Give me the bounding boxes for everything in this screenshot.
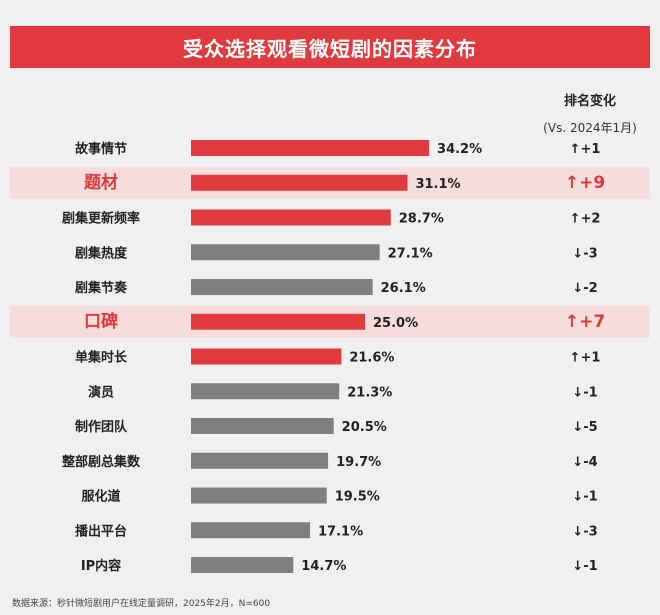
category-label: 剧集更新频率 xyxy=(62,211,140,227)
category-label: IP内容 xyxy=(81,558,121,574)
bar xyxy=(191,279,373,295)
value-label: 34.2% xyxy=(437,142,482,157)
bar xyxy=(191,174,408,191)
bar xyxy=(191,244,380,261)
value-label: 21.3% xyxy=(347,385,392,400)
bar xyxy=(191,209,391,226)
rank-change-label: ↑+1 xyxy=(570,142,601,157)
category-label: 题材 xyxy=(84,172,118,193)
rank-change-label: ↓-2 xyxy=(572,281,597,296)
source-note: 数据来源：秒针微短剧用户在线定量调研，2025年2月，N=600 xyxy=(12,599,271,609)
value-label: 20.5% xyxy=(342,420,387,435)
value-label: 25.0% xyxy=(373,316,418,331)
category-label: 剧集节奏 xyxy=(75,280,128,296)
rank-change-label: ↑+7 xyxy=(565,312,605,332)
value-label: 14.7% xyxy=(301,559,346,574)
category-label: 故事情节 xyxy=(75,141,127,157)
bar xyxy=(191,418,334,434)
rank-change-label: ↓-1 xyxy=(572,385,597,400)
rank-change-label: ↓-5 xyxy=(572,420,597,435)
rank-change-label: ↓-3 xyxy=(572,246,597,261)
category-label: 制作团队 xyxy=(75,419,128,435)
bar xyxy=(191,140,430,156)
category-label: 口碑 xyxy=(84,311,118,332)
bar xyxy=(191,348,342,365)
title-bar: 受众选择观看微短剧的因素分布 xyxy=(10,26,650,68)
category-label: 演员 xyxy=(88,384,114,400)
chart-title: 受众选择观看微短剧的因素分布 xyxy=(183,36,477,61)
rank-change-subheader: (Vs. 2024年1月) xyxy=(543,121,637,135)
category-label: 单集时长 xyxy=(75,350,128,366)
rank-change-label: ↑+2 xyxy=(570,212,601,227)
rank-change-label: ↓-1 xyxy=(572,559,597,574)
category-label: 播出平台 xyxy=(75,523,127,539)
value-label: 27.1% xyxy=(388,246,433,261)
value-label: 19.5% xyxy=(335,490,380,505)
value-label: 21.6% xyxy=(349,351,394,366)
rank-change-label: ↓-4 xyxy=(572,455,597,470)
value-label: 17.1% xyxy=(318,524,363,539)
rank-change-label: ↓-1 xyxy=(572,490,597,505)
value-label: 31.1% xyxy=(415,177,460,192)
bar xyxy=(191,313,365,330)
rank-change-label: ↑+9 xyxy=(565,173,605,193)
category-label: 整部剧总集数 xyxy=(61,454,141,470)
value-label: 28.7% xyxy=(399,212,444,227)
value-label: 19.7% xyxy=(336,455,381,470)
bar xyxy=(191,487,327,504)
bar xyxy=(191,522,311,539)
bar xyxy=(191,452,329,469)
rank-change-header: 排名变化 xyxy=(563,94,616,109)
rank-change-label: ↑+1 xyxy=(570,351,601,366)
bar xyxy=(191,557,294,573)
value-label: 26.1% xyxy=(381,281,426,296)
rank-change-label: ↓-3 xyxy=(572,524,597,539)
bar xyxy=(191,383,340,400)
category-label: 剧集热度 xyxy=(75,245,128,261)
category-label: 服化道 xyxy=(81,489,120,505)
